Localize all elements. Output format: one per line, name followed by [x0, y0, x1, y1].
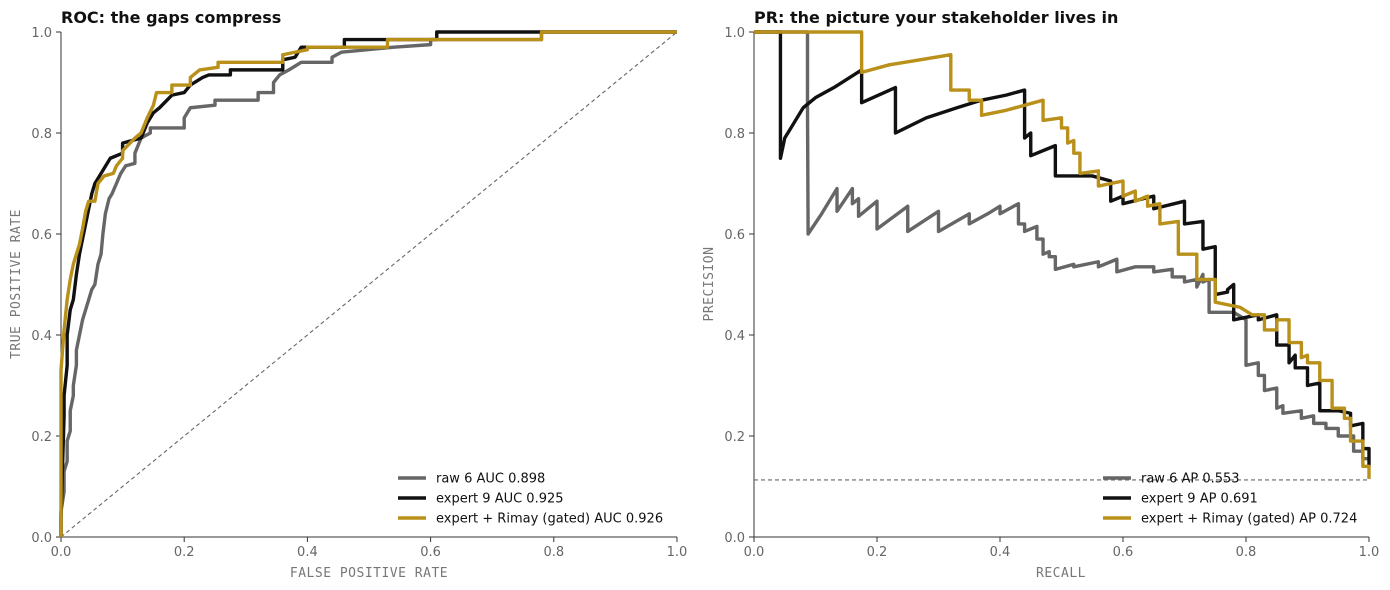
pr-x-tick-label: 0.8	[1236, 545, 1257, 560]
pr-series-line-1	[754, 30, 1371, 467]
roc-title: ROC: the gaps compress	[61, 8, 281, 27]
roc-panel: ROC: the gaps compress FALSE POSITIVE RA…	[9, 8, 687, 581]
roc-legend-label-1: expert 9 AUC 0.925	[436, 492, 564, 507]
pr-panel: PR: the picture your stakeholder lives i…	[702, 8, 1379, 581]
pr-title: PR: the picture your stakeholder lives i…	[754, 8, 1118, 27]
roc-plot-area: 0.0 0.2 0.4 0.6 0.8 1.0 0.0 0.2 0.4 0.6 0.8 1.0 raw …	[31, 26, 687, 560]
roc-x-tick-label: 0.6	[420, 545, 441, 560]
pr-x-tick-label: 0.4	[990, 545, 1011, 560]
roc-legend-label-2: expert + Rimay (gated) AUC 0.926	[436, 512, 663, 527]
roc-y-tick-label: 0.4	[31, 329, 52, 344]
roc-x-axis-label: FALSE POSITIVE RATE	[290, 566, 448, 581]
pr-y-axis-label: PRECISION	[702, 247, 717, 322]
pr-x-tick-label: 1.0	[1359, 545, 1380, 560]
pr-legend-label-2: expert + Rimay (gated) AP 0.724	[1141, 512, 1357, 527]
pr-series-line-2	[754, 30, 1371, 479]
pr-y-tick-label: 0.4	[724, 329, 745, 344]
pr-x-axis-label: RECALL	[1036, 566, 1086, 581]
roc-y-tick-label: 0.0	[31, 531, 52, 546]
roc-y-tick-label: 1.0	[31, 26, 52, 41]
pr-y-tick-label: 0.2	[724, 430, 745, 445]
roc-series-line-2	[59, 30, 677, 537]
roc-x-tick-label: 0.8	[543, 545, 564, 560]
roc-series-line-0	[59, 30, 677, 537]
roc-x-tick-label: 1.0	[667, 545, 688, 560]
roc-y-tick-label: 0.8	[31, 127, 52, 142]
pr-series-line-0	[754, 30, 1369, 461]
pr-plot-area: 0.0 0.2 0.4 0.6 0.8 1.0 0.0 0.2 0.4 0.6 0.8 1.0 raw …	[724, 26, 1379, 560]
pr-legend-label-0: raw 6 AP 0.553	[1141, 472, 1240, 487]
roc-y-axis-label: TRUE POSITIVE RATE	[9, 209, 24, 359]
roc-y-tick-label: 0.6	[31, 228, 52, 243]
pr-x-tick-label: 0.2	[867, 545, 888, 560]
roc-legend-label-0: raw 6 AUC 0.898	[436, 472, 545, 487]
pr-x-tick-label: 0.6	[1113, 545, 1134, 560]
pr-y-tick-label: 1.0	[724, 26, 745, 41]
pr-y-tick-label: 0.0	[724, 531, 745, 546]
roc-y-tick-label: 0.2	[31, 430, 52, 445]
roc-x-tick-label: 0.4	[297, 545, 318, 560]
pr-y-tick-label: 0.6	[724, 228, 745, 243]
roc-x-tick-label: 0.0	[51, 545, 72, 560]
pr-y-tick-label: 0.8	[724, 127, 745, 142]
pr-x-tick-label: 0.0	[744, 545, 765, 560]
pr-legend-label-1: expert 9 AP 0.691	[1141, 492, 1258, 507]
roc-x-tick-label: 0.2	[174, 545, 195, 560]
